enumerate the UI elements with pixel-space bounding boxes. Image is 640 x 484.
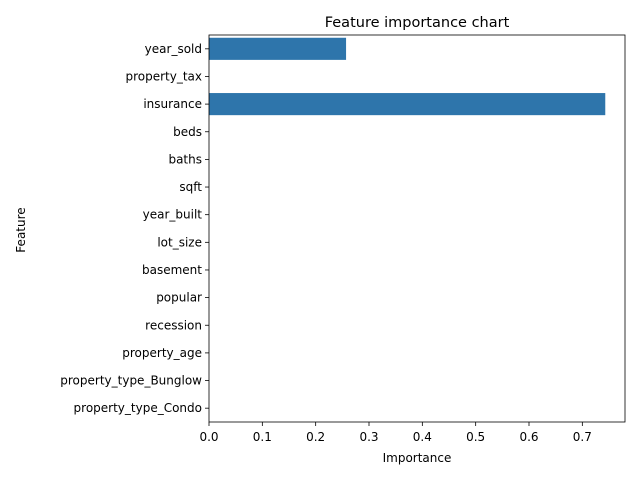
x-axis-label: Importance	[383, 451, 452, 465]
x-tick-label: 0.6	[519, 430, 538, 444]
x-tick-label: 0.0	[199, 430, 218, 444]
y-tick-label: beds	[173, 125, 202, 139]
y-tick-label: property_age	[122, 346, 202, 360]
axes-layer: year_sold property_tax insurance beds baths s…	[60, 34, 626, 444]
x-tick-label: 0.2	[306, 430, 325, 444]
y-tick-label: year_built	[143, 208, 203, 222]
y-tick-label: property_type_Condo	[74, 401, 202, 415]
y-tick-label: property_type_Bunglow	[60, 374, 202, 388]
y-tick-label: recession	[145, 318, 202, 332]
y-tick-label: popular	[156, 291, 202, 305]
y-axis-label: Feature	[14, 207, 28, 252]
y-tick-label: basement	[142, 263, 202, 277]
y-tick-label: baths	[168, 152, 202, 166]
bar-insurance	[209, 93, 606, 116]
y-tick-label: lot_size	[157, 235, 202, 249]
x-tick-label: 0.3	[359, 430, 378, 444]
y-tick-label: year_sold	[145, 42, 202, 56]
bars-layer	[209, 37, 606, 116]
chart-title: Feature importance chart	[325, 15, 510, 31]
plot-frame	[208, 34, 626, 423]
y-tick-label: sqft	[179, 180, 202, 194]
x-tick-label: 0.5	[466, 430, 485, 444]
y-tick-label: property_tax	[125, 69, 202, 83]
y-tick-label: insurance	[143, 97, 202, 111]
x-tick-label: 0.4	[413, 430, 432, 444]
x-tick-label: 0.1	[253, 430, 272, 444]
x-tick-label: 0.7	[573, 430, 592, 444]
bar-year_sold	[209, 37, 347, 60]
